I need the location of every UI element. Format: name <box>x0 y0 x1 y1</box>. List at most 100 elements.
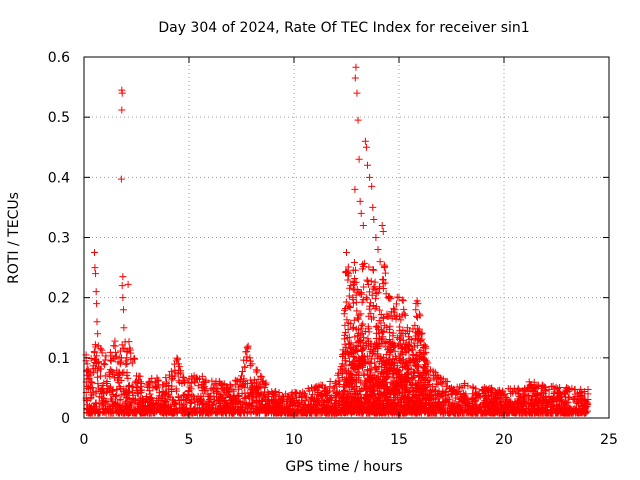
data-point <box>284 409 292 417</box>
data-point <box>387 365 395 373</box>
data-point <box>490 396 498 404</box>
data-point <box>240 377 248 385</box>
data-point <box>557 393 565 401</box>
data-point <box>428 382 436 390</box>
data-point <box>368 291 376 299</box>
data-point <box>360 259 368 267</box>
data-point <box>397 380 405 388</box>
data-point <box>87 370 95 378</box>
data-point <box>332 396 340 404</box>
data-point <box>230 387 238 395</box>
data-point <box>234 400 242 408</box>
data-point <box>400 305 408 313</box>
data-point <box>268 401 276 409</box>
data-point <box>410 358 418 366</box>
data-point <box>244 345 252 353</box>
data-point <box>184 392 192 400</box>
data-point <box>179 373 187 381</box>
data-point <box>381 279 389 287</box>
data-point <box>422 348 430 356</box>
data-point <box>311 387 319 395</box>
data-point <box>349 324 357 332</box>
data-point <box>248 393 256 401</box>
data-point <box>102 389 110 397</box>
data-point <box>360 262 368 270</box>
data-point <box>525 385 533 393</box>
data-point <box>258 373 266 381</box>
data-point <box>496 395 504 403</box>
data-point <box>131 397 139 405</box>
data-point <box>238 372 245 380</box>
data-point <box>249 404 257 412</box>
data-point <box>351 74 359 82</box>
data-point <box>96 408 104 416</box>
data-point <box>306 403 314 411</box>
data-point <box>356 197 364 205</box>
data-point <box>98 402 106 410</box>
data-point <box>127 355 135 363</box>
y-tick-label: 0.6 <box>48 50 70 66</box>
data-point <box>397 398 405 406</box>
data-point <box>340 405 348 413</box>
data-point <box>262 396 270 404</box>
data-point <box>351 405 359 413</box>
data-point <box>98 381 106 389</box>
data-point <box>366 366 374 374</box>
data-point <box>102 352 110 360</box>
data-point <box>359 320 367 328</box>
data-point <box>395 294 403 302</box>
data-point <box>340 365 348 373</box>
data-point <box>541 404 549 412</box>
data-point <box>188 391 196 399</box>
data-point <box>399 344 407 352</box>
data-point <box>502 393 510 401</box>
x-tick-label: 10 <box>285 432 303 448</box>
data-point <box>326 378 334 386</box>
data-point <box>135 399 143 407</box>
data-point <box>84 366 92 374</box>
data-point <box>150 409 158 417</box>
data-point <box>574 390 581 398</box>
data-point <box>224 391 232 399</box>
data-point <box>469 394 477 402</box>
data-point <box>374 354 382 362</box>
data-point <box>380 322 388 330</box>
data-point <box>346 344 354 352</box>
data-point <box>509 389 517 397</box>
data-point <box>141 406 149 414</box>
data-point <box>416 330 424 338</box>
data-point <box>98 349 106 357</box>
data-point <box>439 404 447 412</box>
data-point <box>95 363 103 371</box>
data-point <box>363 390 371 398</box>
data-point <box>537 390 545 398</box>
data-point <box>351 185 359 193</box>
data-point <box>563 408 571 416</box>
data-point <box>115 370 123 378</box>
data-point <box>443 378 451 386</box>
data-point <box>538 407 546 415</box>
data-point <box>132 409 140 417</box>
data-point <box>382 379 390 387</box>
data-point <box>100 360 108 368</box>
data-point <box>134 389 142 397</box>
data-point <box>148 374 156 382</box>
data-point <box>167 386 175 394</box>
data-point <box>393 311 401 319</box>
data-point <box>289 396 297 404</box>
data-point <box>549 402 557 410</box>
data-point <box>90 369 98 377</box>
data-point <box>360 283 368 291</box>
data-point <box>116 396 124 404</box>
data-point <box>351 365 359 373</box>
data-point <box>409 351 417 359</box>
data-point <box>296 389 304 397</box>
data-point <box>367 310 375 318</box>
data-point <box>553 389 561 397</box>
data-point <box>411 400 419 408</box>
data-point <box>125 381 133 389</box>
data-point <box>238 390 246 398</box>
data-point <box>379 407 387 415</box>
data-point <box>339 353 347 361</box>
data-point <box>341 340 349 348</box>
